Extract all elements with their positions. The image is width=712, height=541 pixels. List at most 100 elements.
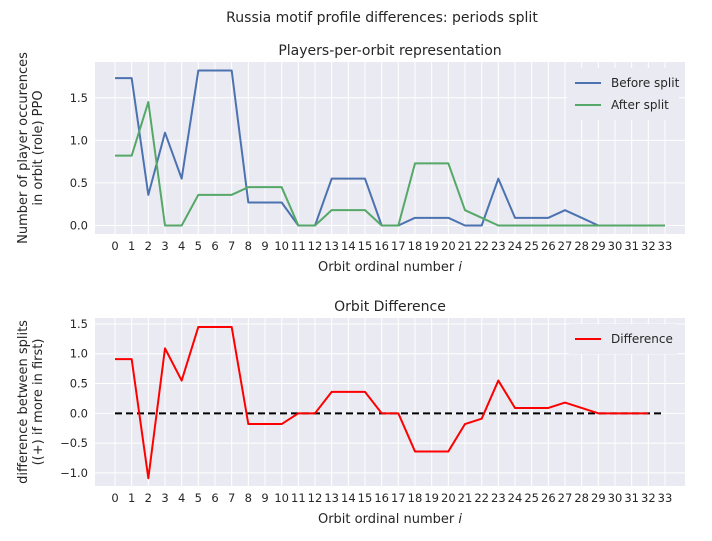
x-tick-label: 8 — [245, 491, 252, 505]
x-tick-label: 26 — [541, 491, 556, 505]
x-axis-label-text: Orbit ordinal number — [318, 260, 458, 275]
y-tick-label: 1.0 — [70, 347, 88, 361]
x-tick-label: 6 — [211, 491, 218, 505]
x-tick-label: 32 — [641, 239, 656, 253]
series-line — [115, 325, 649, 480]
x-tick-label: 19 — [424, 491, 439, 505]
y-tick-label: 0.0 — [70, 218, 88, 232]
x-tick-label: 22 — [474, 491, 489, 505]
series-line — [115, 101, 665, 227]
x-tick-label: 11 — [291, 491, 306, 505]
x-tick-label: 9 — [261, 491, 268, 505]
x-tick-label: 24 — [508, 491, 523, 505]
x-tick-label: 3 — [161, 239, 168, 253]
legend-label: After split — [611, 98, 669, 112]
x-tick-label: 10 — [274, 491, 289, 505]
x-tick-label: 9 — [261, 239, 268, 253]
x-tick-label: 23 — [491, 239, 506, 253]
x-tick-label: 12 — [308, 491, 323, 505]
x-tick-label: 20 — [441, 491, 456, 505]
axes-title: Orbit Difference — [334, 299, 446, 315]
y-tick-label: 0.5 — [70, 176, 88, 190]
x-tick-label: 13 — [324, 239, 339, 253]
x-tick-label: 8 — [245, 239, 252, 253]
legend-label: Before split — [611, 76, 680, 90]
x-tick-label: 29 — [591, 239, 606, 253]
x-tick-label: 19 — [424, 239, 439, 253]
chart-players-per-orbit: 0 1 2 3 4 5 6 7 8 9 10 11 12 13 14 15 16 17 18 19 20 21 22 23 24… — [16, 43, 685, 275]
x-tick-label: 22 — [474, 239, 489, 253]
x-tick-label: 30 — [608, 239, 623, 253]
x-tick-label: 18 — [408, 491, 423, 505]
x-tick-label: 4 — [178, 491, 185, 505]
x-tick-label: 2 — [145, 239, 152, 253]
x-tick-label: 1 — [128, 239, 135, 253]
x-tick-label: 15 — [358, 491, 373, 505]
x-tick-label: 4 — [178, 239, 185, 253]
x-tick-label: 32 — [641, 491, 656, 505]
x-tick-label: 27 — [558, 491, 573, 505]
x-axis-label-variable: i — [458, 260, 462, 275]
x-tick-label: 24 — [508, 239, 523, 253]
x-tick-label: 28 — [574, 491, 589, 505]
x-tick-label: 30 — [608, 491, 623, 505]
x-tick-label: 10 — [274, 239, 289, 253]
x-tick-label: 31 — [624, 491, 639, 505]
y-tick-label: 1.0 — [70, 133, 88, 147]
x-tick-label: 15 — [358, 239, 373, 253]
axes-title: Players-per-orbit representation — [278, 43, 501, 59]
legend-box — [567, 324, 679, 354]
x-tick-label: 11 — [291, 239, 306, 253]
y-tick-label: 1.5 — [70, 317, 88, 331]
y-axis-label: difference between splits((+) if more in… — [16, 320, 46, 484]
x-tick-label: 5 — [195, 239, 202, 253]
x-tick-label: 5 — [195, 491, 202, 505]
x-tick-label: 7 — [228, 491, 235, 505]
y-axis-label-line: ((+) if more in first) — [31, 339, 46, 466]
x-tick-label: 31 — [624, 239, 639, 253]
y-tick-label: 0.5 — [70, 377, 88, 391]
y-axis-label-line: in orbit (role) PPO — [31, 90, 46, 205]
x-tick-label: 25 — [524, 239, 539, 253]
x-tick-label: 16 — [374, 491, 389, 505]
y-axis-label: Number of player occurencesin orbit (rol… — [16, 52, 46, 244]
x-tick-label: 14 — [341, 239, 356, 253]
x-tick-label: 21 — [458, 239, 473, 253]
x-tick-label: 3 — [161, 491, 168, 505]
y-tick-label: −1.0 — [60, 466, 88, 480]
x-tick-label: 16 — [374, 239, 389, 253]
x-tick-label: 20 — [441, 239, 456, 253]
x-axis-label-text: Orbit ordinal number — [318, 512, 458, 527]
chart-orbit-difference: 0 1 2 3 4 5 6 7 8 9 10 11 12 13 14 15 16 17 18 19 20 21 22 23 24… — [16, 299, 685, 527]
legend-label: Difference — [611, 332, 673, 346]
x-tick-label: 1 — [128, 491, 135, 505]
x-tick-label: 33 — [658, 491, 673, 505]
y-tick-label: 1.5 — [70, 91, 88, 105]
x-tick-label: 0 — [111, 239, 118, 253]
x-tick-label: 33 — [658, 239, 673, 253]
x-tick-label: 26 — [541, 239, 556, 253]
x-tick-label: 14 — [341, 491, 356, 505]
x-axis-label: Orbit ordinal number i — [318, 512, 462, 527]
x-axis-label: Orbit ordinal number i — [318, 260, 462, 275]
x-tick-label: 6 — [211, 239, 218, 253]
x-axis-label-variable: i — [458, 512, 462, 527]
x-tick-label: 23 — [491, 491, 506, 505]
x-tick-label: 17 — [391, 239, 406, 253]
y-tick-label: 0.0 — [70, 406, 88, 420]
x-tick-label: 27 — [558, 239, 573, 253]
x-tick-label: 28 — [574, 239, 589, 253]
x-tick-label: 17 — [391, 491, 406, 505]
x-tick-label: 2 — [145, 491, 152, 505]
y-tick-label: −0.5 — [60, 436, 88, 450]
legend-box — [567, 68, 679, 120]
x-tick-label: 0 — [111, 491, 118, 505]
x-tick-label: 25 — [524, 491, 539, 505]
x-tick-label: 13 — [324, 491, 339, 505]
y-axis-label-line: difference between splits — [16, 320, 31, 484]
y-axis-label-line: Number of player occurences — [16, 52, 31, 244]
x-tick-label: 12 — [308, 239, 323, 253]
x-tick-label: 7 — [228, 239, 235, 253]
x-tick-label: 18 — [408, 239, 423, 253]
